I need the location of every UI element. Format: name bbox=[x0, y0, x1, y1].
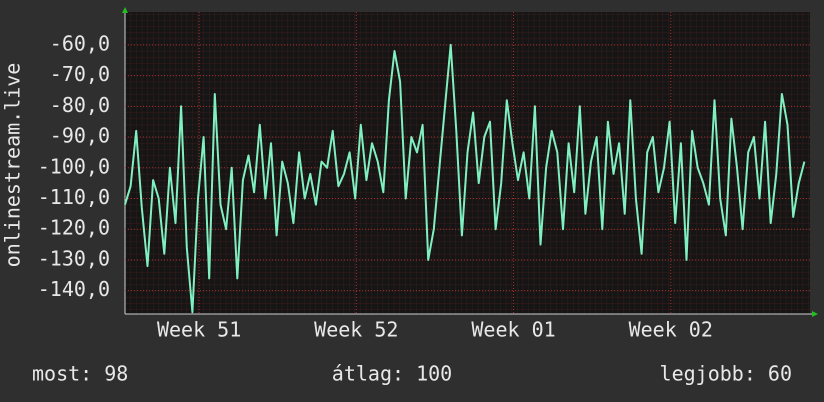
x-tick-label: Week 01 bbox=[471, 318, 555, 342]
y-tick-label: -120,0 bbox=[38, 216, 110, 240]
stat-current: most: 98 bbox=[32, 362, 128, 386]
y-tick-label: -100,0 bbox=[38, 154, 110, 178]
x-tick-label: Week 02 bbox=[629, 318, 713, 342]
y-axis-label: onlinestream.live bbox=[1, 63, 25, 268]
y-tick-label: -130,0 bbox=[38, 246, 110, 270]
y-tick-label: -140,0 bbox=[38, 277, 110, 301]
stat-best: legjobb: 60 bbox=[660, 362, 792, 386]
stat-average: átlag: 100 bbox=[332, 362, 452, 386]
data-line bbox=[124, 43, 806, 314]
x-tick-label: Week 51 bbox=[157, 318, 241, 342]
y-tick-label: -110,0 bbox=[38, 185, 110, 209]
y-tick-label: -80,0 bbox=[50, 93, 110, 117]
y-tick-label: -90,0 bbox=[50, 124, 110, 148]
y-arrow bbox=[122, 7, 128, 13]
y-tick-label: -60,0 bbox=[50, 31, 110, 55]
y-tick-label: -70,0 bbox=[50, 62, 110, 86]
x-arrow bbox=[812, 311, 818, 317]
x-tick-label: Week 52 bbox=[314, 318, 398, 342]
